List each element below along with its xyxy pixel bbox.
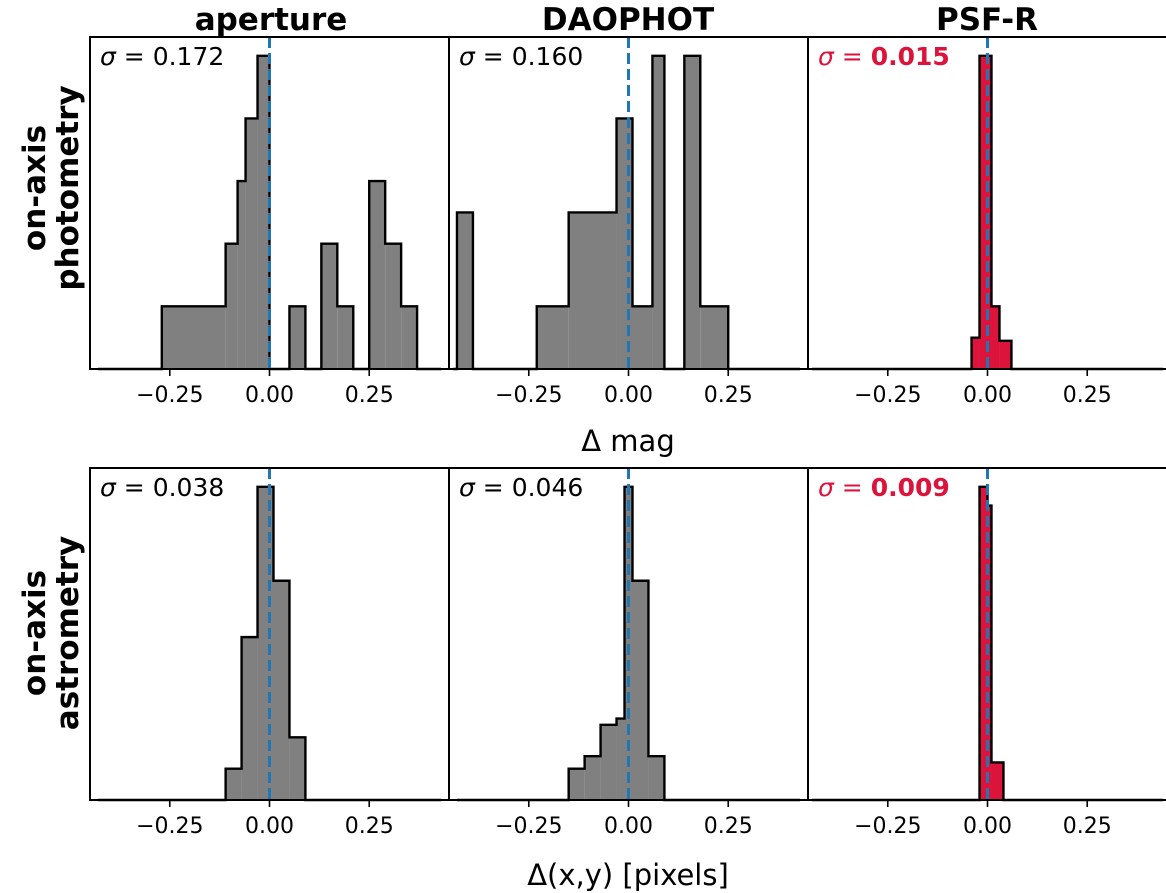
row-label-astrometry-line1: on-axis bbox=[17, 570, 53, 696]
panel-0-0-bar-5 bbox=[257, 55, 270, 370]
panel-0-0-x-tick-label-0: −0.25 bbox=[136, 383, 203, 408]
panel-1-0-x-tick-label-0: −0.25 bbox=[136, 814, 203, 839]
panel-0-2-sigma-equals: = bbox=[834, 42, 871, 71]
panel-1-0-sigma-value: 0.038 bbox=[153, 473, 225, 502]
panel-1-0-bar-1 bbox=[225, 768, 242, 800]
panel-0-1-bar-1 bbox=[456, 212, 473, 369]
panel-0-0-x-tick-label-2: 0.25 bbox=[345, 383, 394, 408]
panel-0-0-bar-1 bbox=[161, 306, 226, 369]
panel-0-0-sigma-symbol: σ bbox=[100, 42, 117, 71]
panel-1-1-bar-2 bbox=[584, 756, 601, 800]
panel-0-0-x-tick-label-1: 0.00 bbox=[245, 383, 294, 408]
panel-1-2-x-tick-label-2: 0.25 bbox=[1063, 814, 1112, 839]
panel-1-2-bar-1 bbox=[979, 486, 988, 800]
panel-1-0-sigma-equals: = bbox=[116, 473, 153, 502]
panel-1-0-sigma-symbol: σ bbox=[100, 473, 117, 502]
panel-0-0-bar-13 bbox=[385, 243, 402, 369]
panel-1-0-bar-4 bbox=[273, 580, 290, 800]
panel-0-1-x-tick-label-0: −0.25 bbox=[495, 383, 562, 408]
panel-0-1-bar-9 bbox=[684, 55, 701, 370]
panel-0-2-sigma-value: 0.015 bbox=[871, 42, 950, 71]
panel-0-2-sigma-symbol: σ bbox=[818, 42, 835, 71]
panel-0-2-bar-1 bbox=[971, 337, 980, 369]
panel-1-1-histogram-outline bbox=[456, 485, 801, 802]
x-axis-label-pixels: Δ(x,y) [pixels] bbox=[527, 858, 729, 892]
panel-1-2-bar-3 bbox=[991, 762, 1004, 800]
panel-0-2-x-tick-label-0: −0.25 bbox=[854, 383, 921, 408]
row-label-astrometry-line2: astrometry bbox=[50, 536, 86, 730]
panel-1-1-x-tick-label-1: 0.00 bbox=[604, 814, 653, 839]
panel-0-0-sigma-annotation: σ = 0.172 bbox=[100, 42, 224, 71]
panel-0-1-bar-6 bbox=[632, 306, 653, 369]
axes-frames-layer bbox=[89, 36, 1166, 807]
panel-1-1-sigma-equals: = bbox=[475, 473, 512, 502]
panel-1-2-x-tick-label-0: −0.25 bbox=[854, 814, 921, 839]
panel-0-0-bar-2 bbox=[225, 243, 238, 369]
panel-0-1-histogram-outline bbox=[452, 54, 801, 371]
labels-layer: aperture DAOPHOT PSF-R on-axis photometr… bbox=[17, 2, 1112, 892]
panel-1-1-x-tick-label-0: −0.25 bbox=[495, 814, 562, 839]
panel-1-1-sigma-value: 0.046 bbox=[512, 473, 584, 502]
column-title-psfr: PSF-R bbox=[936, 2, 1038, 38]
panel-0-0-bar-10 bbox=[337, 306, 354, 369]
panel-0-2-x-tick-label-1: 0.00 bbox=[963, 383, 1012, 408]
panel-1-1-sigma-symbol: σ bbox=[459, 473, 476, 502]
panel-0-0-bar-3 bbox=[237, 181, 246, 369]
column-title-daophot: DAOPHOT bbox=[542, 2, 714, 38]
panel-1-1-bar-1 bbox=[568, 768, 585, 800]
panel-1-1-bar-6 bbox=[632, 580, 649, 800]
panel-0-0-histogram-outline bbox=[97, 54, 442, 371]
panel-0-1-x-tick-label-1: 0.00 bbox=[604, 383, 653, 408]
column-title-aperture: aperture bbox=[195, 2, 348, 38]
panel-0-0-sigma-value: 0.172 bbox=[153, 42, 225, 71]
panel-1-2-sigma-value: 0.009 bbox=[871, 473, 950, 502]
panel-1-2-sigma-symbol: σ bbox=[818, 473, 835, 502]
panel-1-0-histogram-outline bbox=[97, 485, 442, 802]
panel-1-0-x-tick-label-1: 0.00 bbox=[245, 814, 294, 839]
panel-0-1-x-tick-label-2: 0.25 bbox=[704, 383, 753, 408]
panel-0-0-sigma-equals: = bbox=[116, 42, 153, 71]
panel-1-2-sigma-equals: = bbox=[834, 473, 871, 502]
panel-0-2-x-tick-label-2: 0.25 bbox=[1063, 383, 1112, 408]
panel-0-2-bar-3 bbox=[991, 306, 1000, 369]
panel-0-1-sigma-annotation: σ = 0.160 bbox=[459, 42, 583, 71]
panel-1-1-bar-4 bbox=[616, 718, 625, 800]
panel-0-0-bar-12 bbox=[369, 181, 386, 369]
panel-0-0-bar-7 bbox=[289, 306, 306, 369]
panel-0-1-bar-4 bbox=[568, 212, 617, 369]
panel-0-1-sigma-value: 0.160 bbox=[512, 42, 584, 71]
panel-1-0-sigma-annotation: σ = 0.038 bbox=[100, 473, 224, 502]
panel-1-0-x-tick-label-2: 0.25 bbox=[345, 814, 394, 839]
panel-0-0-bar-4 bbox=[245, 118, 258, 369]
panel-0-2-bar-4 bbox=[999, 340, 1012, 369]
panel-1-1-sigma-annotation: σ = 0.046 bbox=[459, 473, 583, 502]
panel-0-1-sigma-equals: = bbox=[475, 42, 512, 71]
panel-0-0-bar-9 bbox=[321, 243, 338, 369]
panel-1-2-x-tick-label-1: 0.00 bbox=[963, 814, 1012, 839]
panel-1-2-sigma-annotation: σ = 0.009 bbox=[818, 473, 950, 502]
panel-1-2-histogram-outline bbox=[811, 485, 1164, 802]
panel-1-1-bar-7 bbox=[648, 756, 665, 800]
panel-1-0-bar-5 bbox=[289, 737, 306, 800]
panel-0-1-bar-3 bbox=[536, 306, 569, 369]
panel-1-1-bar-3 bbox=[600, 724, 617, 800]
reference-lines-layer bbox=[268, 37, 989, 800]
panel-0-1-bar-7 bbox=[652, 55, 665, 370]
row-label-photometry-line2: photometry bbox=[50, 85, 86, 290]
panel-0-2-sigma-annotation: σ = 0.015 bbox=[818, 42, 950, 71]
panel-0-1-bar-10 bbox=[700, 306, 729, 369]
panel-0-0-bar-14 bbox=[401, 306, 418, 369]
panel-0-1-sigma-symbol: σ bbox=[459, 42, 476, 71]
panel-1-2-bar-2 bbox=[987, 505, 992, 800]
panel-1-0-bar-3 bbox=[257, 486, 274, 800]
row-label-photometry-line1: on-axis bbox=[17, 125, 53, 251]
panel-1-1-x-tick-label-2: 0.25 bbox=[704, 814, 753, 839]
x-axis-label-mag: Δ mag bbox=[581, 424, 675, 458]
panel-1-0-bar-2 bbox=[241, 637, 258, 800]
panel-0-1-bar-5 bbox=[616, 118, 633, 369]
panel-0-2-histogram-outline bbox=[811, 54, 1164, 371]
panel-0-2-bar-2 bbox=[979, 55, 992, 370]
panel-1-1-bar-5 bbox=[624, 486, 633, 800]
